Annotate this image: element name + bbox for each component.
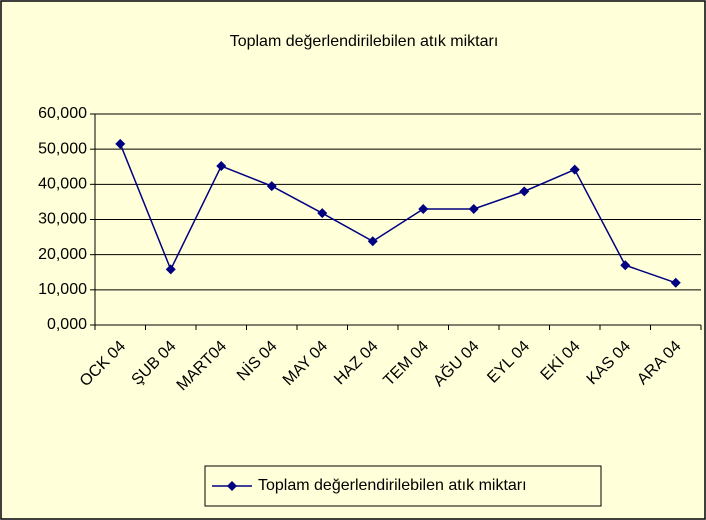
legend-box: [204, 465, 602, 507]
series-line: [119, 143, 676, 284]
legend-label: Toplam değerlendirilebilen atık miktarı: [258, 477, 527, 494]
marker: [216, 161, 227, 172]
y-tick-label: 50,000: [38, 140, 87, 157]
marker: [620, 260, 631, 271]
marker: [115, 138, 126, 149]
y-tick-label: 60,000: [38, 105, 87, 122]
marker: [569, 164, 580, 175]
marker: [367, 236, 378, 247]
marker: [519, 186, 530, 197]
marker: [165, 264, 176, 275]
y-tick-label: 0,000: [47, 316, 87, 333]
y-tick-label: 30,000: [38, 211, 87, 228]
marker: [670, 277, 681, 288]
y-tick-label: 20,000: [38, 246, 87, 263]
marker: [266, 181, 277, 192]
y-tick-label: 10,000: [38, 281, 87, 298]
marker: [317, 208, 328, 219]
legend-marker: [227, 481, 237, 491]
marker: [418, 203, 429, 214]
y-tick-label: 40,000: [38, 176, 87, 193]
marker: [468, 203, 479, 214]
chart-title: Toplam değerlendirilebilen atık miktarı: [230, 33, 499, 50]
